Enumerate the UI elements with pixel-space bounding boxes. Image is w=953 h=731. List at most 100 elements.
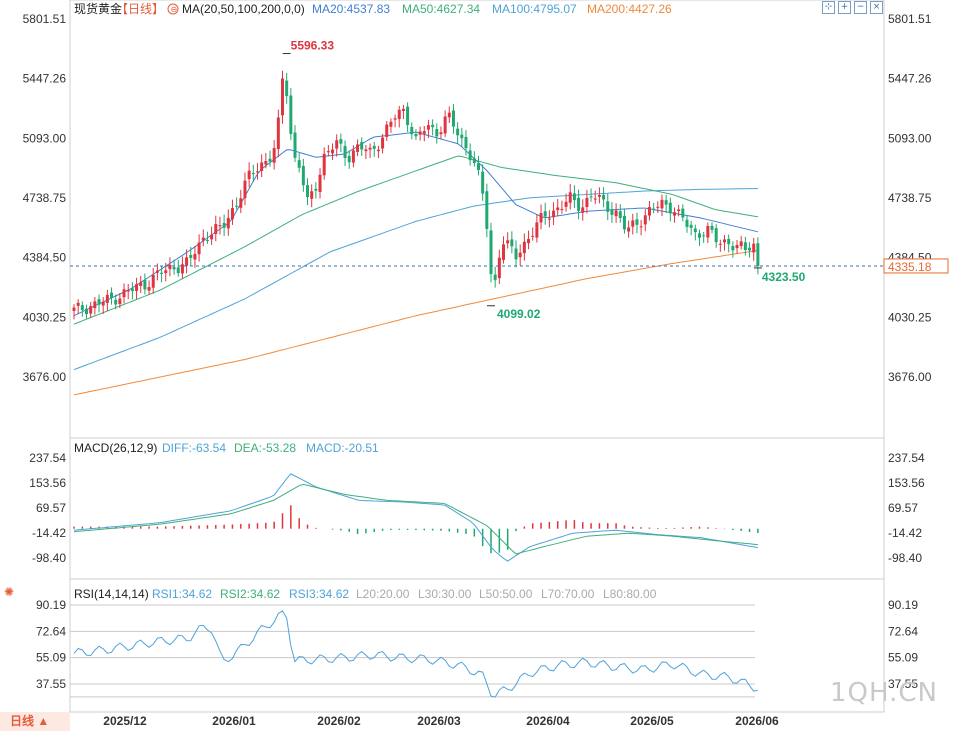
candle-body [589, 196, 593, 198]
price-right-tick: 4030.25 [888, 310, 932, 324]
x-tick-label: 2026/04 [526, 714, 570, 728]
right-axis-labels: 5801.515447.265093.004738.754384.504030.… [888, 12, 932, 691]
candle-body [322, 153, 326, 176]
price-right-tick: 5093.00 [888, 131, 932, 145]
ma-legend-item: MA100:4795.07 [492, 2, 577, 16]
zoom-in-icon[interactable]: + [838, 1, 851, 14]
moving-average-lines [73, 131, 759, 396]
candle-body [126, 289, 130, 292]
rsi-title: RSI(14,14,14) [74, 587, 149, 601]
candle-body [627, 227, 631, 232]
price-right-tick: 4738.75 [888, 191, 932, 205]
price-left-tick: 5093.00 [23, 131, 67, 145]
candle-body [451, 110, 455, 127]
macd-panel-frame [69, 437, 885, 580]
period-selector[interactable]: 日线 ▲ [0, 712, 70, 731]
candle-body [235, 205, 239, 207]
candle-body [151, 274, 155, 288]
candle-body [289, 95, 293, 134]
candle-body [172, 267, 176, 270]
macd-title: MACD(26,12,9) [74, 441, 157, 455]
candle-body [93, 301, 97, 309]
rsi-line [73, 610, 759, 698]
candle-body [535, 222, 539, 238]
candle-body [397, 109, 401, 120]
x-tick-label: 2026/06 [735, 714, 779, 728]
rsi-left-tick: 55.09 [36, 651, 66, 665]
left-axis-labels: 5801.51 5447.26 5093.00 4738.75 4384.50 4030.… [23, 12, 67, 691]
legends: 现货黄金【日线】 ⊖ MA(20,50,100,200,0,0) MA20:4537.… [4, 1, 672, 601]
candle-body [364, 149, 368, 152]
low-label: 4099.02 [497, 307, 541, 321]
candle-body [122, 289, 126, 298]
candle-body [631, 220, 635, 227]
candle-body [418, 131, 422, 135]
price-left-tick: 3676.00 [23, 370, 67, 384]
candle-body [339, 139, 343, 144]
candle-body [610, 209, 614, 215]
candle-body [226, 217, 230, 229]
macd-right-tick: -98.40 [888, 551, 922, 565]
candle-body [614, 210, 618, 217]
candle-body [401, 108, 405, 111]
candle-body [435, 129, 439, 137]
ma20-line [73, 131, 759, 317]
candle-body [539, 213, 543, 223]
rsi-legend-item: L80:80.00 [603, 587, 657, 601]
candle-body [727, 239, 731, 245]
settings-icon-glyph: ⊖ [171, 5, 178, 14]
price-left-tick: 5447.26 [23, 72, 67, 86]
candle-body [443, 116, 447, 134]
candle-body [76, 302, 80, 306]
ma50-line [73, 155, 758, 325]
ma-legend-item: MA200:4427.26 [587, 2, 672, 16]
macd-left-tick: 69.57 [36, 501, 66, 515]
candle-body [306, 185, 310, 198]
candle-body [439, 132, 443, 135]
candle-body [577, 197, 581, 211]
candle-body [698, 233, 701, 238]
last-low-label: 4323.50 [762, 270, 806, 284]
candle-body [85, 308, 89, 315]
price-right-tick: 3676.00 [888, 370, 932, 384]
high-label: 5596.33 [291, 39, 335, 53]
candle-body [739, 241, 743, 247]
candle-body [331, 149, 335, 154]
candle-body [393, 118, 397, 120]
x-axis-labels: 2025/12 2026/01 2026/02 2026/03 2026/04 2026/… [103, 714, 779, 728]
candle-body [356, 144, 360, 152]
candle-body [97, 299, 101, 305]
rsi-right-tick: 37.55 [888, 677, 918, 691]
macd-dea-line [73, 483, 758, 555]
period-bracket: 【日线】 [116, 2, 164, 16]
rsi-left-tick: 37.55 [36, 677, 66, 691]
expand-icon[interactable]: ⊹ [822, 1, 835, 14]
price-left-tick: 4030.25 [23, 310, 67, 324]
candle-body [560, 209, 564, 211]
current-price-box [883, 258, 949, 274]
candle-body [155, 270, 159, 273]
candle-body [481, 171, 485, 194]
candle-body [114, 299, 118, 305]
candle-body [243, 180, 247, 199]
candle-body [80, 305, 84, 311]
candle-body [735, 245, 739, 249]
candle-body [602, 194, 606, 200]
candle-body [110, 292, 114, 298]
candle-body [531, 235, 535, 237]
candle-body [272, 148, 276, 163]
candle-body [335, 140, 339, 149]
rsi-right-tick: 72.64 [888, 624, 918, 638]
price-right-tick: 5447.26 [888, 72, 932, 86]
candle-body [160, 272, 164, 274]
candle-body [639, 226, 643, 228]
candle-body [485, 191, 489, 229]
close-icon[interactable]: × [870, 1, 883, 14]
candle-body [368, 147, 372, 150]
candle-body [752, 243, 756, 253]
rsi-legend-item: L30:30.00 [418, 587, 472, 601]
candle-body [431, 124, 435, 128]
candle-body [118, 298, 122, 305]
zoom-out-icon[interactable]: − [854, 1, 867, 14]
candle-body [214, 224, 218, 234]
